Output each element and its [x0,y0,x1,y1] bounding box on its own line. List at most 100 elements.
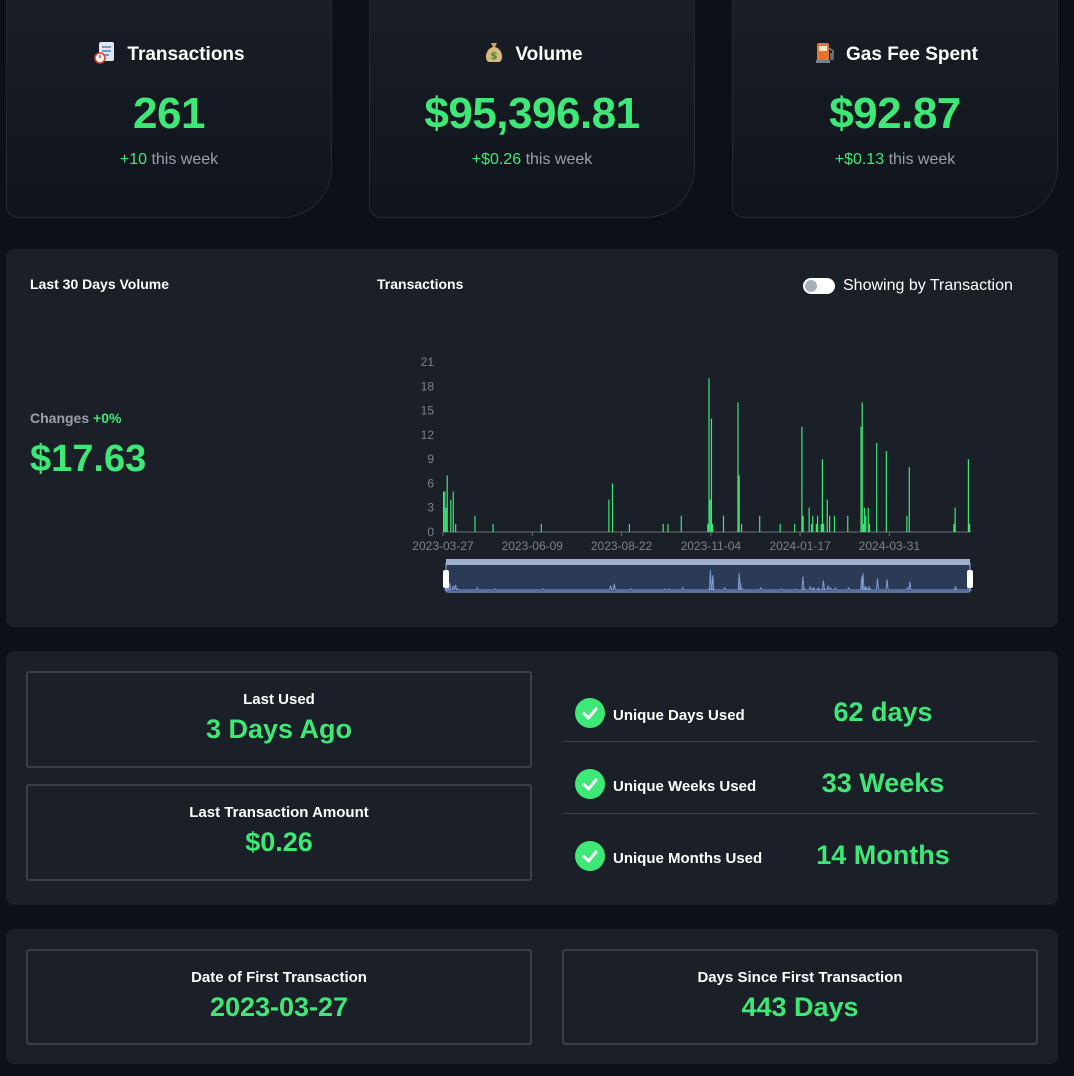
chart-bar [954,507,956,532]
chart-bars [443,378,971,532]
chart-bar [868,523,871,532]
transactions-title: Transactions [127,44,245,65]
zoom-slider[interactable] [443,559,973,593]
chart-bar [662,523,664,532]
zoom-slider-top-bar [446,559,970,565]
chart-bar [801,426,803,532]
chart-bar [802,515,804,532]
chart-bar [712,523,714,532]
display-mode-toggle[interactable]: Showing by Transaction [803,277,1013,295]
unique-days-label: Unique Days Used [613,707,745,724]
chart-bar [867,507,869,532]
transactions-weekly-change: +10 this week [7,151,331,169]
document-icon [93,39,119,71]
toggle-label: Showing by Transaction [843,277,1013,294]
chart-bar [443,491,445,532]
chart-bar [847,515,849,532]
chart-bar [820,523,822,532]
y-tick-label: 6 [427,476,434,490]
chart-bar [808,507,810,532]
chart-bar [707,523,709,532]
days-since-box: Days Since First Transaction 443 Days [562,949,1038,1045]
chart-bar [794,523,796,532]
chart-bar [826,499,828,532]
chart-bar [452,491,454,532]
toggle-knob [805,280,817,292]
chart-bar [628,523,630,532]
volume-title: Volume [515,44,583,65]
last-30-days-title: Last 30 Days Volume [30,276,170,292]
y-tick-label: 15 [421,404,435,418]
zoom-slider-track [445,561,971,593]
y-tick-label: 18 [421,379,435,393]
chart-bar [829,515,831,532]
delta-suffix: this week [525,151,593,168]
gas-fee-card: Gas Fee Spent $92.87 +$0.13 this week [732,0,1058,218]
chart-bar [908,467,910,532]
checkmark-icon [575,840,605,871]
chart-bar [810,523,813,532]
last-used-label: Last Used [243,691,315,708]
row-divider [562,813,1038,814]
delta-suffix: this week [151,151,219,168]
chart-bar [608,499,610,532]
unique-days-row: Unique Days Used 62 days [562,677,1038,748]
last-30-days-amount: $17.63 [30,438,147,480]
unique-months-value: 14 Months [816,840,950,870]
chart-bar [611,483,614,532]
chart-bar [455,523,457,532]
chart-bar [821,459,824,532]
unique-days-value: 62 days [833,697,933,727]
volume-weekly-change: +$0.26 this week [370,151,694,169]
gas-fee-title: Gas Fee Spent [846,44,978,65]
chart-bar [445,507,447,532]
transactions-chart: 0 3 6 9 12 15 18 21 2023-03-27 2023-06-09 2023-08-… [412,355,973,593]
unique-months-row: Unique Months Used 14 Months [562,820,1038,891]
unique-months-label: Unique Months Used [613,850,763,867]
chart-bar [540,523,542,532]
chart-bar [680,515,682,532]
unique-weeks-row: Unique Weeks Used 33 Weeks [562,748,1038,819]
volume-card: $ Volume $95,396.81 +$0.26 this week [369,0,695,218]
volume-delta: +$0.26 [471,151,522,168]
days-since-label: Days Since First Transaction [697,969,903,986]
checkmark-icon [575,768,605,799]
last-amount-label: Last Transaction Amount [189,804,369,821]
chart-tick-labels: 0 3 6 9 12 15 18 21 2023-03-27 2023-06-09 2023-08-… [412,355,920,553]
chart-bar [450,499,452,532]
chart-bar [740,523,743,532]
toggle-switch[interactable] [803,278,835,294]
chart-bar [759,515,761,532]
last-amount-box: Last Transaction Amount $0.26 [26,784,532,881]
gas-fee-weekly-change: +$0.13 this week [733,151,1057,169]
first-date-box: Date of First Transaction 2023-03-27 [26,949,532,1045]
days-since-value: 443 Days [741,992,859,1022]
x-tick-label: 2023-11-04 [681,539,742,553]
chart-bar [474,515,476,532]
y-tick-label: 9 [427,452,434,466]
transactions-count: 261 [133,89,205,138]
x-tick-label: 2024-01-17 [769,539,831,553]
chart-bar [812,515,814,532]
zoom-handle-right[interactable] [967,570,973,588]
gas-fee-delta: +$0.13 [834,151,885,168]
chart-bar [823,523,825,532]
x-tick-label: 2023-06-09 [502,539,564,553]
unique-weeks-label: Unique Weeks Used [613,778,757,795]
chart-bar [667,523,669,532]
last-used-box: Last Used 3 Days Ago [26,671,532,768]
y-tick-label: 0 [427,525,434,539]
last-used-value: 3 Days Ago [205,714,353,744]
chart-bar [708,378,710,532]
checkmark-icon [575,697,605,728]
chart-bar [444,491,446,532]
chart-axes [442,531,971,536]
transactions-card: Transactions 261 +10 this week [6,0,332,218]
chart-bar [737,402,739,532]
gas-fee-amount: $92.87 [829,89,961,138]
first-transaction-panel: Date of First Transaction 2023-03-27 Day… [6,929,1058,1064]
y-tick-label: 12 [421,428,435,442]
chart-bar [953,523,955,532]
chart-bar [833,515,836,532]
zoom-handle-left[interactable] [443,570,449,588]
